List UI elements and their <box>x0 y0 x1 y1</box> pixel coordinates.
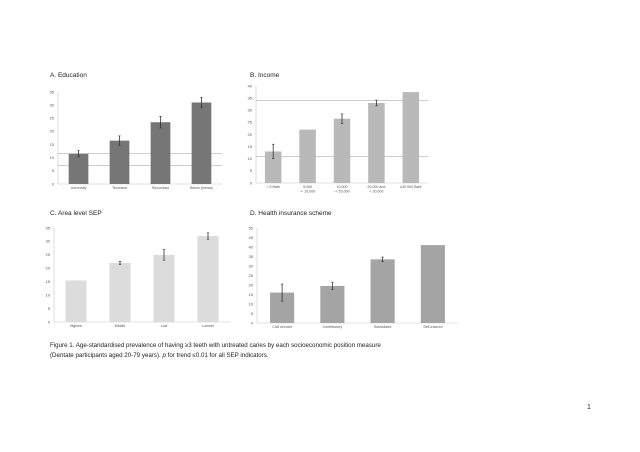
y-tick-label: 40 <box>248 83 253 88</box>
bar <box>299 129 316 183</box>
bar <box>153 254 175 322</box>
y-tick-label: 5 <box>250 168 253 173</box>
y-tick-label: 30 <box>248 108 253 113</box>
y-tick-label: 20 <box>46 266 51 271</box>
panel-a-title: A. Education <box>50 72 87 79</box>
y-tick-label: 20 <box>50 129 55 134</box>
x-tick-label: Self-insured <box>423 325 442 329</box>
x-tick-label: Low <box>161 324 168 328</box>
y-tick-label: 30 <box>46 239 51 244</box>
y-tick-label: 30 <box>249 263 254 268</box>
y-tick-label: 0 <box>251 320 254 325</box>
y-tick-label: 15 <box>46 279 51 284</box>
bar <box>420 245 445 323</box>
panel-d-title: D. Health insurance scheme <box>250 210 332 217</box>
panel-d-chart: 0 5 10 15 20 25 30 35 40 45 50 Civil servant Contrib… <box>249 225 458 329</box>
y-tick-label: 25 <box>249 273 254 278</box>
bar <box>333 118 351 183</box>
y-tick-label: 50 <box>249 225 254 230</box>
bar <box>264 151 282 183</box>
bar <box>402 92 420 183</box>
x-tick-label: Subsidised <box>374 325 392 329</box>
bar <box>368 102 385 183</box>
y-tick-label: 20 <box>248 132 253 137</box>
y-tick-label: 40 <box>249 244 254 249</box>
x-tick-label: Civil servant <box>272 325 292 329</box>
y-tick-label: 15 <box>248 144 253 149</box>
y-tick-label: 25 <box>46 252 51 257</box>
y-tick-label: 10 <box>50 155 55 160</box>
bar <box>68 153 89 184</box>
panel-c-chart: 0 5 10 15 20 25 30 35 Highest Middle Low Lowest <box>46 225 230 328</box>
y-tick-label: 0 <box>48 319 51 324</box>
caption-line-2b: for trend ≤0.01 for all SEP indicators. <box>165 352 269 359</box>
y-tick-label: 10 <box>248 156 253 161</box>
y-tick-label: 5 <box>48 306 51 311</box>
panel-a-chart: 0 5 10 15 20 25 30 35 University Technical Seconda… <box>50 89 222 190</box>
x-tick-label: 10,000 -< 20,000 <box>334 185 349 194</box>
panel-c-title: C. Area level SEP <box>50 210 102 217</box>
x-tick-label: Highest <box>70 324 82 328</box>
y-tick-label: 15 <box>50 142 55 147</box>
x-tick-label: < 5 Bath <box>266 185 280 189</box>
y-tick-label: 35 <box>50 89 55 94</box>
y-tick-label: 5 <box>52 168 55 173</box>
bar <box>109 140 130 184</box>
y-tick-label: 0 <box>52 181 55 186</box>
bar <box>150 122 171 184</box>
y-tick-label: 25 <box>248 120 253 125</box>
x-tick-label: Middle <box>115 324 126 328</box>
bar <box>197 236 219 322</box>
x-tick-label: ≥30,000 Baht <box>400 185 421 189</box>
x-tick-label: Contributory <box>323 325 343 329</box>
y-tick-label: 10 <box>249 301 254 306</box>
x-tick-label: Secondary <box>152 186 169 190</box>
y-tick-label: 30 <box>50 102 55 107</box>
x-tick-label: Below primary <box>190 186 213 190</box>
y-tick-label: 35 <box>46 225 51 230</box>
x-tick-label: 5,000 -< 10,000 <box>300 185 315 194</box>
x-tick-label: Lowest <box>202 324 213 328</box>
x-tick-label: 20,000 and < 30,000 <box>367 185 385 194</box>
x-tick-label: Technical <box>112 186 127 190</box>
caption-line-2a: (Dentate participants aged 20-79 years). <box>50 352 163 359</box>
bar <box>191 102 212 184</box>
bar <box>370 259 395 323</box>
bar <box>65 280 87 322</box>
y-tick-label: 10 <box>46 292 51 297</box>
y-tick-label: 35 <box>249 254 254 259</box>
y-tick-label: 35 <box>248 95 253 100</box>
bar <box>320 285 345 323</box>
caption-line-1: Figure 1. Age-standardised prevalence of… <box>50 342 381 349</box>
bar <box>109 262 131 322</box>
y-tick-label: 45 <box>249 235 254 240</box>
y-tick-label: 0 <box>250 180 253 185</box>
x-tick-label: University <box>71 186 87 190</box>
panel-b-chart: 0 5 10 15 20 25 30 35 40 < 5 Bath 5,000 -< 10,000 10… <box>248 83 428 194</box>
y-tick-label: 25 <box>50 116 55 121</box>
panel-b-title: B. Income <box>250 72 280 79</box>
figure-caption: Figure 1. Age-standardised prevalence of… <box>50 341 610 361</box>
y-tick-label: 5 <box>251 311 254 316</box>
y-tick-label: 20 <box>249 282 254 287</box>
caption-p-symbol: p <box>162 352 166 359</box>
y-tick-label: 15 <box>249 292 254 297</box>
page-number: 1 <box>587 404 591 411</box>
